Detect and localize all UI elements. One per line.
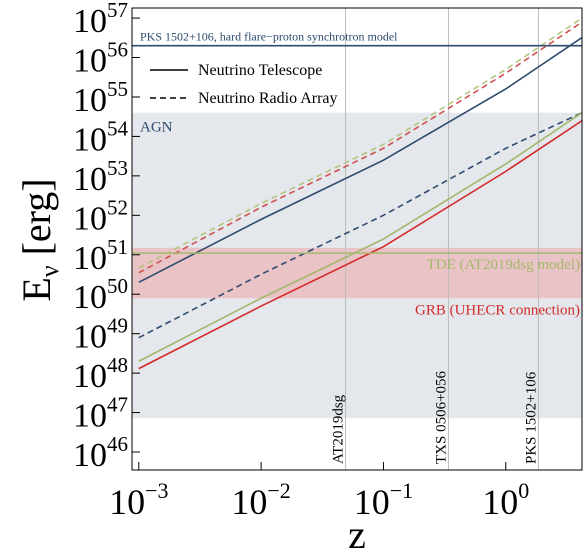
y-tick-label: 1051	[73, 235, 128, 277]
plot-frame	[131, 7, 583, 471]
band-label: AGN	[140, 120, 173, 136]
y-tick-label: 1055	[73, 77, 128, 119]
x-tick-exponent: −2	[267, 478, 290, 503]
y-tick-base: 10	[73, 398, 107, 435]
y-tick-label: 1048	[73, 353, 128, 395]
y-tick-exponent: 47	[107, 393, 128, 417]
y-tick-exponent: 48	[107, 353, 128, 377]
x-tick-label: 10−1	[354, 478, 413, 522]
y-tick-label: 1047	[73, 393, 128, 435]
y-axis-title: Eν [erg]	[14, 178, 64, 301]
y-tick-label: 1049	[73, 314, 128, 356]
y-tick-exponent: 57	[107, 0, 128, 22]
y-tick-base: 10	[73, 161, 107, 198]
reference-vline-label: PKS 1502+106	[523, 371, 539, 464]
legend-label: Neutrino Radio Array	[198, 90, 338, 107]
y-tick-exponent: 46	[107, 432, 128, 456]
x-tick-label: 10−3	[109, 478, 168, 522]
y-tick-base: 10	[73, 3, 107, 40]
reference-hline-label: TDE (AT2019dsg model)	[427, 257, 580, 273]
x-tick-base: 10	[231, 482, 267, 522]
series-line	[138, 111, 583, 339]
y-tick-base: 10	[73, 437, 107, 474]
x-tick-base: 10	[109, 482, 145, 522]
y-tick-exponent: 56	[107, 38, 128, 62]
reference-vline-label: TXS 0506+056	[433, 370, 449, 464]
y-tick-exponent: 51	[107, 235, 128, 259]
x-tick-exponent: −1	[390, 478, 413, 503]
y-tick-label: 1050	[73, 274, 128, 316]
y-tick-label: 1053	[73, 156, 128, 198]
y-tick-exponent: 54	[107, 116, 129, 140]
y-tick-label: 1052	[73, 195, 128, 237]
y-tick-base: 10	[73, 121, 107, 158]
x-tick-label: 100	[482, 478, 529, 522]
x-axis-title: z	[348, 512, 366, 557]
x-tick-exponent: 0	[518, 478, 529, 503]
x-tick-base: 10	[482, 482, 518, 522]
legend-label: Neutrino Telescope	[198, 62, 322, 79]
y-tick-base: 10	[73, 240, 107, 277]
y-tick-exponent: 53	[107, 156, 128, 180]
x-tick-exponent: −3	[145, 478, 168, 503]
y-tick-exponent: 55	[107, 77, 128, 101]
y-tick-label: 1046	[73, 432, 128, 474]
y-tick-label: 1057	[73, 0, 128, 40]
series-line	[138, 112, 583, 362]
y-tick-label: 1054	[73, 116, 129, 158]
y-tick-exponent: 50	[107, 274, 128, 298]
reference-vline-label: AT2019dsg	[331, 394, 347, 464]
y-tick-exponent: 49	[107, 314, 128, 338]
band-label: GRB (UHECR connection)	[415, 302, 580, 318]
band	[132, 247, 582, 299]
x-tick-base: 10	[354, 482, 390, 522]
y-tick-base: 10	[73, 358, 107, 395]
y-tick-base: 10	[73, 319, 107, 356]
y-tick-label: 1056	[73, 38, 128, 80]
y-tick-base: 10	[73, 43, 107, 80]
series-line	[138, 36, 583, 284]
reference-hline-label: PKS 1502+106, hard flare−proton synchrot…	[140, 30, 398, 44]
y-tick-base: 10	[73, 82, 107, 119]
series-line	[138, 120, 583, 370]
y-tick-exponent: 52	[107, 195, 128, 219]
y-tick-base: 10	[73, 279, 107, 316]
series-line	[138, 17, 583, 269]
y-tick-base: 10	[73, 200, 107, 237]
y-title-main: E	[14, 277, 59, 301]
x-tick-label: 10−2	[231, 478, 290, 522]
series-line	[138, 21, 583, 274]
y-title-sub: ν	[35, 265, 64, 277]
y-title-unit: [erg]	[14, 178, 59, 265]
